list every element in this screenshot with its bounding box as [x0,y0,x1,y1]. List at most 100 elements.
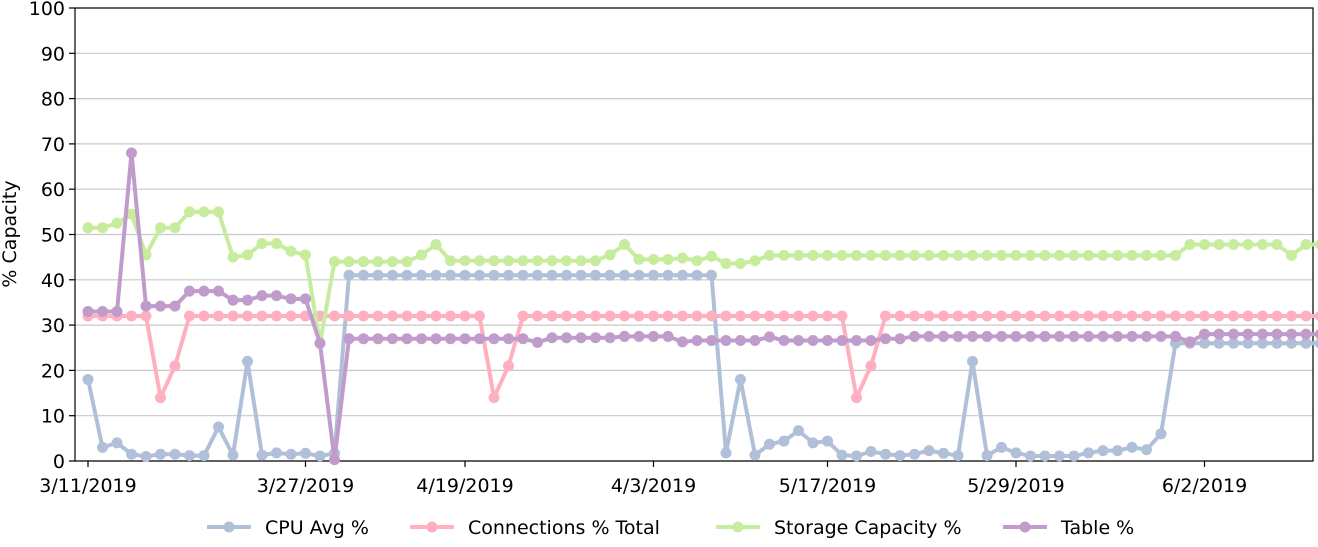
data-point [880,310,891,322]
data-point [778,435,790,447]
data-point [575,310,587,322]
data-point [488,269,500,281]
data-point [532,336,543,348]
data-point [430,269,442,281]
data-point [430,238,442,250]
x-tick-label: 6/2/2019 [1162,475,1247,497]
data-point [894,249,906,261]
data-point [532,255,543,267]
data-point [590,255,601,267]
data-point [923,330,935,342]
data-point [242,355,253,367]
data-point [822,249,833,261]
data-point [1039,330,1051,342]
data-point [358,310,369,322]
data-point [938,330,949,342]
x-tick-label: 5/17/2019 [779,475,876,497]
y-tick-label: 0 [53,451,65,473]
data-point [1097,310,1109,322]
data-point [1141,310,1152,322]
data-point [720,447,732,459]
y-tick-label: 30 [41,315,65,337]
data-point [996,249,1007,261]
data-point [677,269,688,281]
data-point [503,269,514,281]
data-point [604,332,616,344]
y-axis-title: % Capacity [0,180,21,287]
data-point [807,249,819,261]
data-point [720,335,732,347]
grid-lines [75,7,1313,462]
data-point [184,310,195,322]
data-point [720,310,732,322]
data-point [372,333,384,345]
data-point [445,310,456,322]
data-point [459,255,471,267]
y-tick-label: 100 [29,0,65,20]
data-point [1199,238,1210,250]
series-line [86,273,1318,459]
data-point [1184,310,1196,322]
data-point [1170,330,1181,342]
data-point [546,269,558,281]
y-tick-label: 50 [41,225,65,247]
data-point [1068,310,1080,322]
data-point [445,255,456,267]
data-point [706,250,717,262]
legend-label: CPU Avg % [265,517,369,539]
data-point [923,445,935,457]
data-point [648,253,659,265]
data-point [706,335,717,347]
series-line [88,209,1318,346]
data-point [1300,328,1312,340]
data-point [1184,336,1196,348]
data-point [198,285,210,297]
data-point [285,293,297,305]
data-point [1083,310,1094,322]
data-point [372,310,384,322]
data-point [1271,310,1283,322]
data-point [633,253,645,265]
data-point [807,437,819,449]
data-point [1083,447,1094,459]
data-point [894,310,906,322]
data-point [474,269,485,281]
data-point [227,449,239,461]
data-point [648,269,659,281]
data-point [619,310,630,322]
data-point [82,373,94,385]
data-point [517,269,529,281]
data-point [1112,330,1123,342]
data-point [198,206,210,218]
data-point [735,310,746,322]
data-point [677,336,688,348]
series-line [88,150,1318,462]
data-point [387,310,398,322]
data-point [546,332,558,344]
data-point [82,222,94,234]
data-point [735,257,746,269]
y-axis: 0 10 20 30 40 50 60 70 80 90 100 [29,0,75,473]
legend-label: Connections % Total [468,517,660,539]
data-point [662,310,674,322]
data-point [358,256,369,268]
data-point [401,269,413,281]
data-point [155,300,166,312]
data-point [575,269,587,281]
data-point [633,269,645,281]
data-point [314,337,326,349]
data-point [749,310,761,322]
data-point [329,454,340,466]
data-point [1257,328,1268,340]
data-point [474,310,485,322]
data-point [706,269,717,281]
data-point [517,310,529,322]
data-point [1141,330,1152,342]
data-point [865,445,877,457]
data-point [474,255,485,267]
data-point [532,269,543,281]
data-point [836,310,848,322]
data-point [1315,311,1318,321]
data-point [836,335,848,347]
data-point [720,257,732,269]
